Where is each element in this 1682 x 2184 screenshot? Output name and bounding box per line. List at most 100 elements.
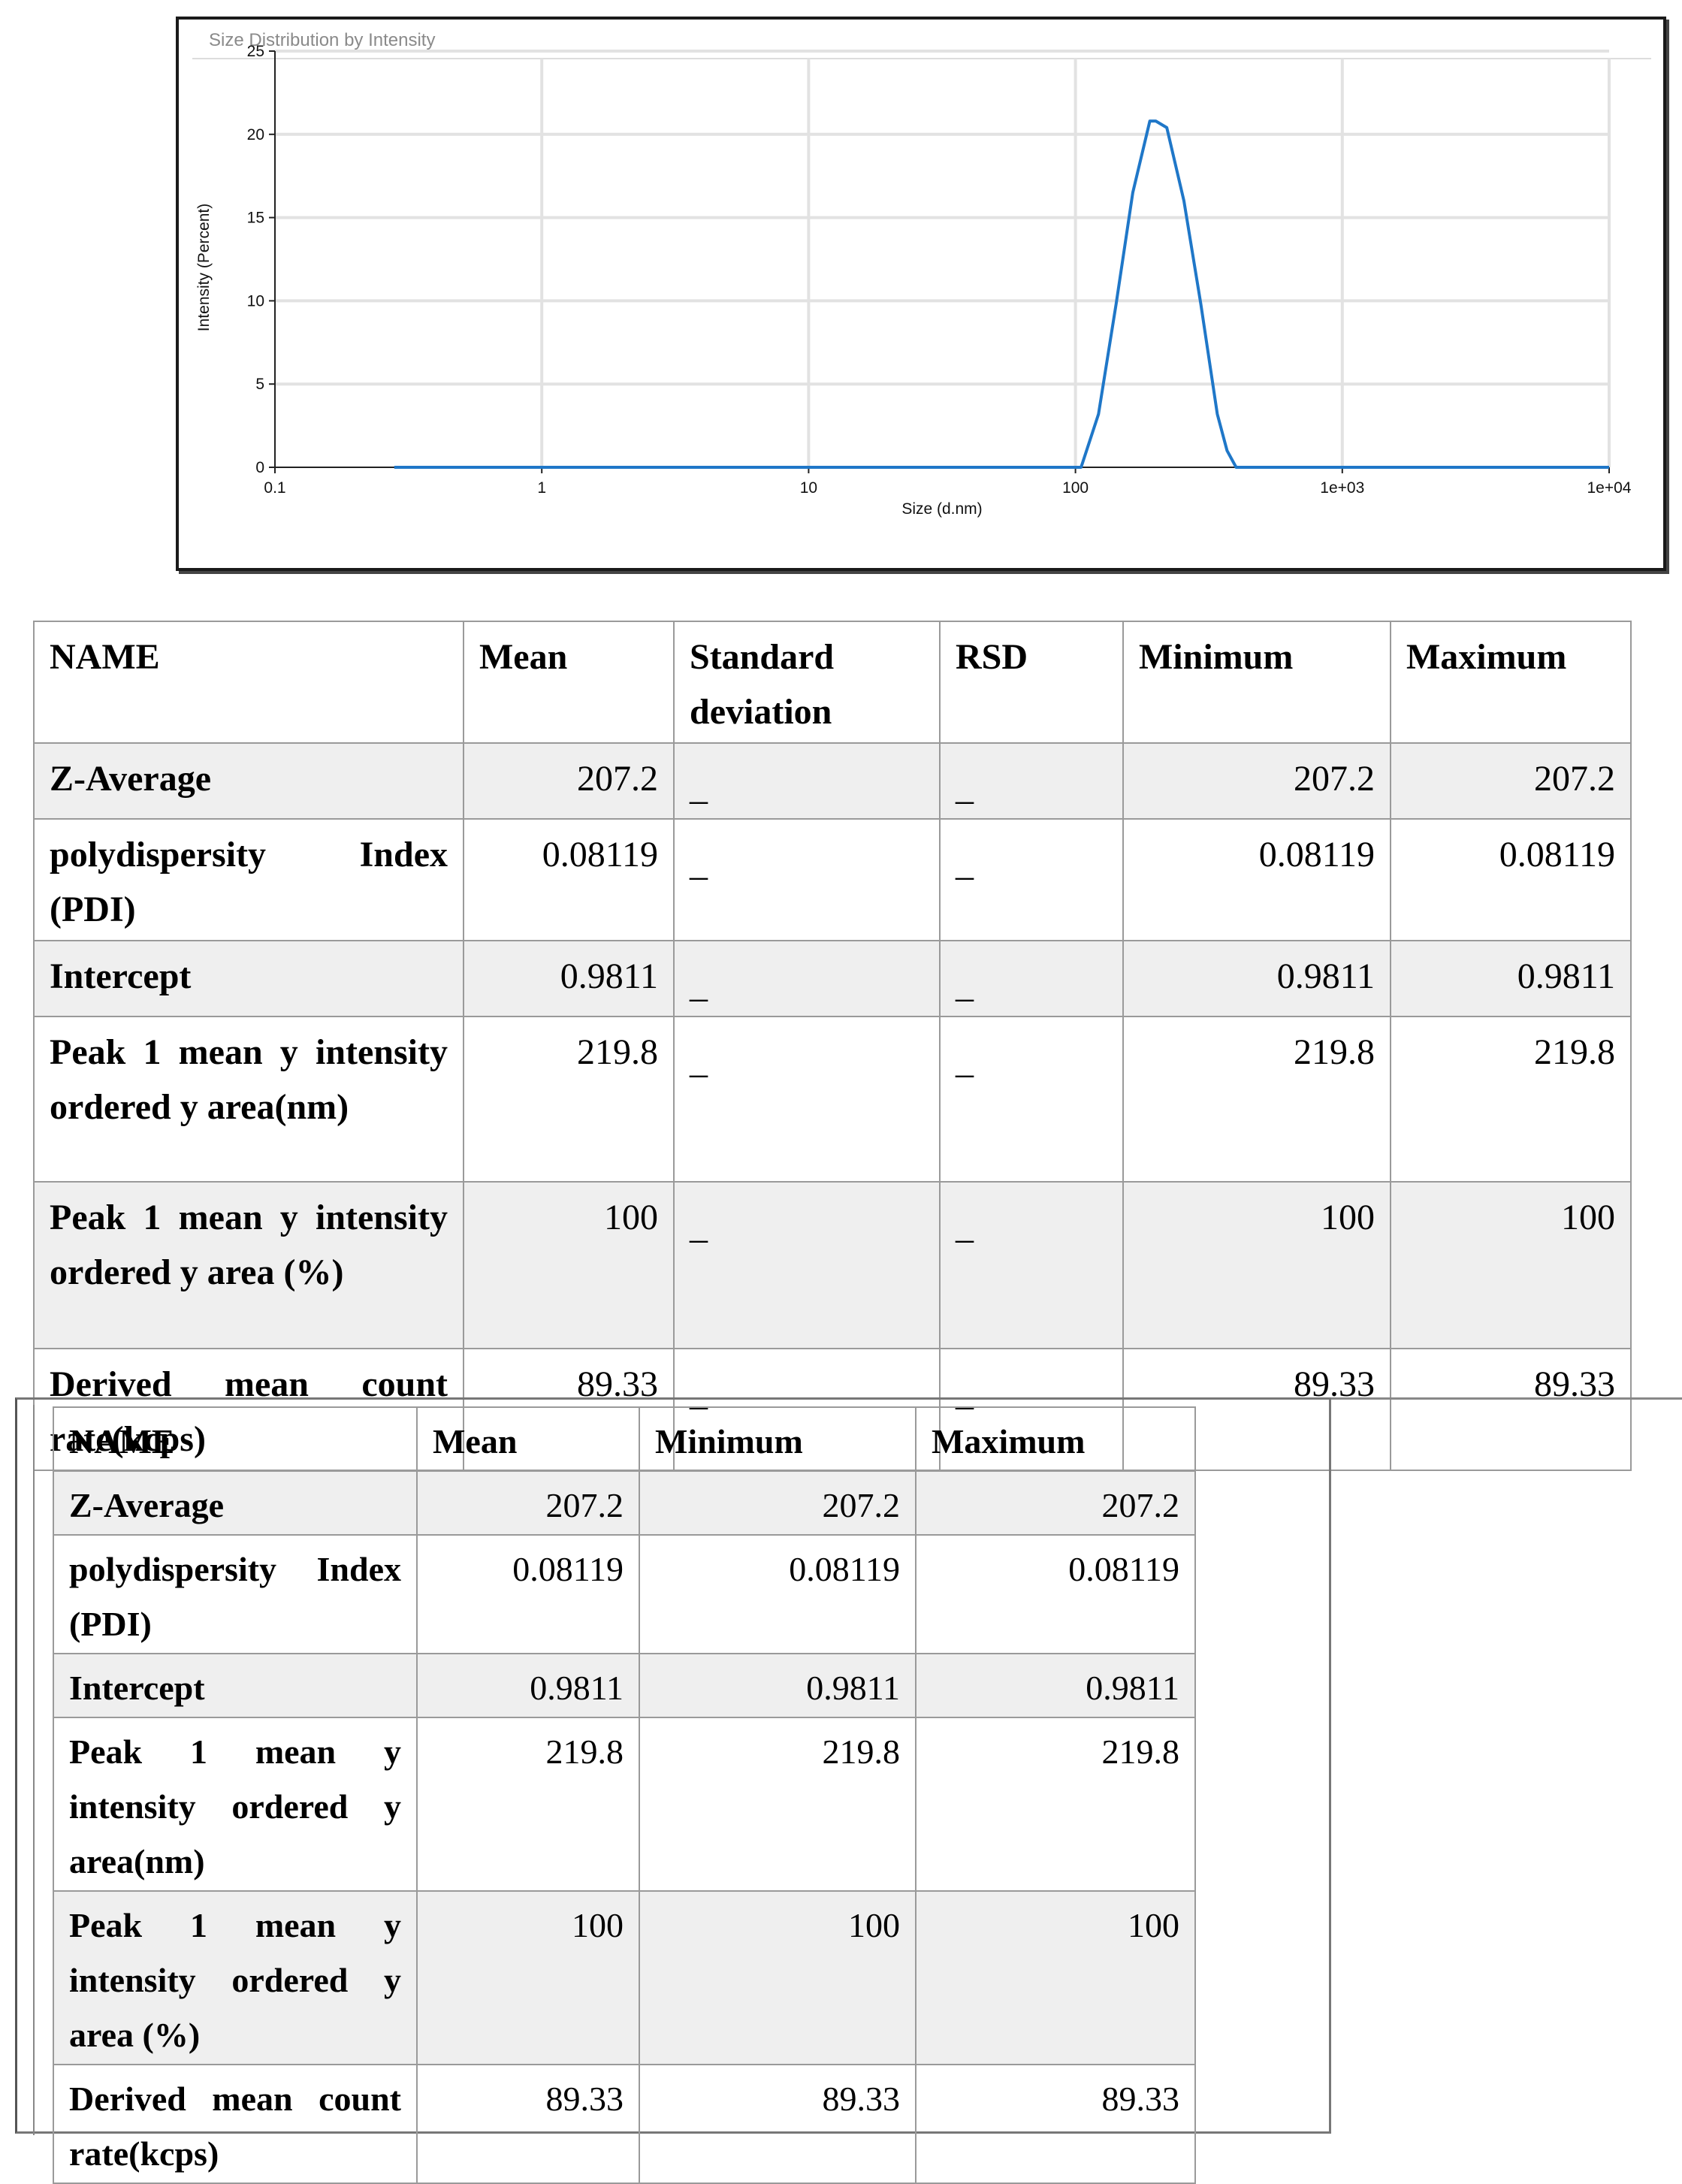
column-header: Minimum (639, 1407, 916, 1471)
column-header: Minimum (1123, 621, 1391, 743)
y-tick-label: 0 (255, 459, 264, 476)
table-row: Peak 1 mean y intensity ordered y area (… (34, 1182, 1631, 1349)
cell-min: 219.8 (1123, 1016, 1391, 1182)
x-tick-label: 100 (1062, 479, 1089, 497)
column-header: Mean (417, 1407, 639, 1471)
cell-sd: _ (674, 1016, 940, 1182)
column-header: NAME (34, 621, 464, 743)
cell-min: 0.08119 (1123, 819, 1391, 941)
tick-layer: 0.1 1 10 100 1e+03 1e+04 0 5 10 15 20 25 (247, 43, 1632, 497)
cell-min: 219.8 (639, 1717, 916, 1891)
y-tick-label: 20 (247, 126, 264, 143)
table-header-row: NAME Mean Standard deviation RSD Minimum… (34, 621, 1631, 743)
cell-rsd: _ (940, 941, 1123, 1016)
cell-min: 0.08119 (639, 1535, 916, 1654)
divider-line (33, 1405, 35, 2135)
cell-min: 0.9811 (1123, 941, 1391, 1016)
cell-min: 100 (639, 1891, 916, 2065)
cell-max: 207.2 (916, 1471, 1195, 1535)
cell-max: 100 (1391, 1182, 1631, 1349)
cell-max: 0.08119 (1391, 819, 1631, 941)
cell-min: 207.2 (1123, 743, 1391, 819)
y-tick-label: 5 (255, 376, 264, 393)
column-header: Maximum (916, 1407, 1195, 1471)
cell-max: 207.2 (1391, 743, 1631, 819)
cell-rsd: _ (940, 819, 1123, 941)
y-tick-label: 15 (247, 210, 264, 227)
cell-max: 0.9811 (1391, 941, 1631, 1016)
cell-mean: 100 (464, 1182, 674, 1349)
cell-mean: 0.08119 (464, 819, 674, 941)
cell-min: 100 (1123, 1182, 1391, 1349)
chart-title: Size Distribution by Intensity (209, 30, 435, 50)
row-name-cell: Intercept (53, 1654, 417, 1717)
cell-rsd: _ (940, 1016, 1123, 1182)
cell-max: 89.33 (916, 2065, 1195, 2183)
cell-max: 100 (916, 1891, 1195, 2065)
row-name-cell: Peak 1 mean y intensity ordered y area(n… (34, 1016, 464, 1182)
row-name-cell: Z-Average (34, 743, 464, 819)
row-name-cell: Intercept (34, 941, 464, 1016)
cell-min: 0.9811 (639, 1654, 916, 1717)
y-tick-label: 10 (247, 292, 264, 310)
x-tick-label: 1e+03 (1320, 479, 1364, 497)
cell-sd: _ (674, 743, 940, 819)
table-row: Peak 1 mean y intensity ordered y area(n… (34, 1016, 1631, 1182)
axis-layer (269, 51, 1609, 473)
row-name-cell: Z-Average (53, 1471, 417, 1535)
cell-sd: _ (674, 1182, 940, 1349)
cell-min: 89.33 (639, 2065, 916, 2183)
y-axis-label: Intensity (Percent) (195, 204, 213, 331)
cell-max: 219.8 (1391, 1016, 1631, 1182)
row-name-cell: Peak 1 mean y intensity ordered y area (… (53, 1891, 417, 2065)
cell-mean: 100 (417, 1891, 639, 2065)
cell-mean: 0.08119 (417, 1535, 639, 1654)
table-row: Peak 1 mean y intensity ordered y area (… (53, 1891, 1195, 2065)
table-row: Peak 1 mean y intensity ordered y area(n… (53, 1717, 1195, 1891)
cell-mean: 207.2 (464, 743, 674, 819)
x-axis-label: Size (d.nm) (901, 500, 982, 518)
cell-mean: 219.8 (464, 1016, 674, 1182)
cell-min: 207.2 (639, 1471, 916, 1535)
row-name-cell: Derived mean count rate(kcps) (53, 2065, 417, 2183)
row-name-cell: polydispersity Index (PDI) (53, 1535, 417, 1654)
cell-sd: _ (674, 941, 940, 1016)
cell-mean: 89.33 (417, 2065, 639, 2183)
row-name-cell: polydispersity Index (PDI) (34, 819, 464, 941)
cell-mean: 0.9811 (464, 941, 674, 1016)
column-header: NAME (53, 1407, 417, 1471)
grid-layer (275, 51, 1609, 467)
cell-mean: 207.2 (417, 1471, 639, 1535)
divider-line (1331, 1397, 1682, 1400)
cell-max: 219.8 (916, 1717, 1195, 1891)
cell-mean: 0.9811 (417, 1654, 639, 1717)
summary-table-full: NAME Mean Standard deviation RSD Minimum… (33, 621, 1632, 1471)
cell-max: 89.33 (1391, 1349, 1631, 1470)
column-header: Maximum (1391, 621, 1631, 743)
cell-sd: _ (674, 819, 940, 941)
column-header: Mean (464, 621, 674, 743)
x-tick-label: 1 (537, 479, 546, 497)
x-tick-label: 10 (800, 479, 817, 497)
y-tick-label: 25 (247, 43, 264, 60)
x-tick-label: 0.1 (264, 479, 285, 497)
table-row: polydispersity Index (PDI)0.08119__0.081… (34, 819, 1631, 941)
cell-rsd: _ (940, 1182, 1123, 1349)
cell-rsd: _ (940, 743, 1123, 819)
row-name-cell: Peak 1 mean y intensity ordered y area(n… (53, 1717, 417, 1891)
cell-max: 0.9811 (916, 1654, 1195, 1717)
cell-max: 0.08119 (916, 1535, 1195, 1654)
row-name-cell: Peak 1 mean y intensity ordered y area (… (34, 1182, 464, 1349)
column-header: Standard deviation (674, 621, 940, 743)
series-layer (394, 121, 1609, 467)
series-line (394, 121, 1609, 467)
x-tick-label: 1e+04 (1587, 479, 1632, 497)
